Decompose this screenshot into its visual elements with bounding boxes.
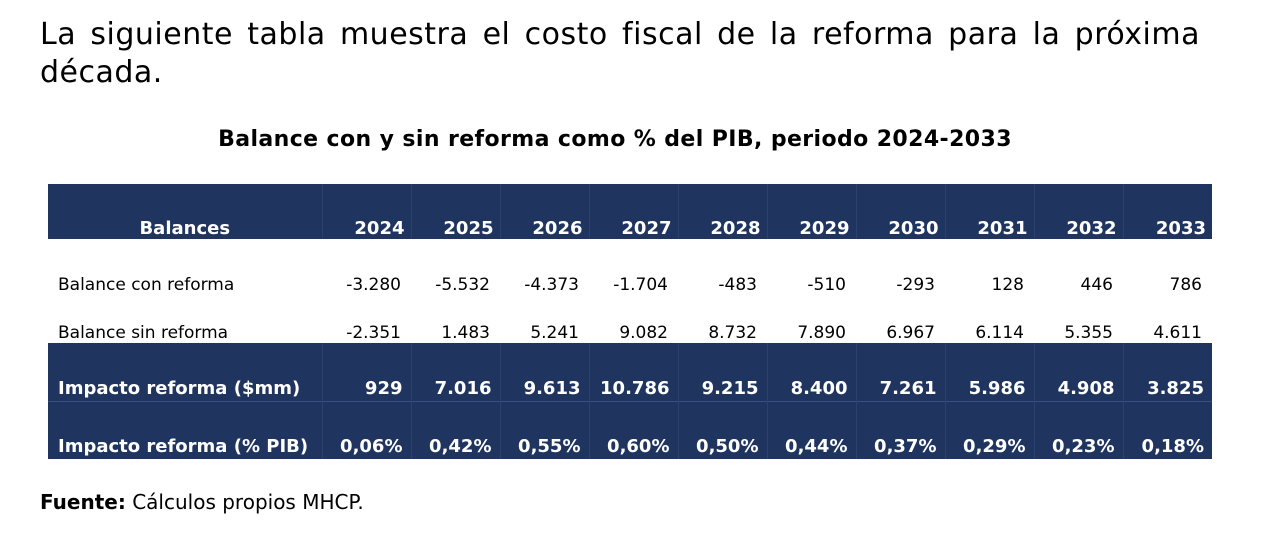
table-row-impacto-mm: Impacto reforma ($mm) 929 7.016 9.613 10… (48, 343, 1212, 402)
header-year: 2030 (855, 184, 945, 239)
table-cell: 5.986 (944, 343, 1034, 402)
table-cell: 6.114 (945, 295, 1034, 343)
header-year: 2024 (321, 184, 411, 239)
table-cell: -2.351 (322, 295, 411, 343)
source-text: Cálculos propios MHCP. (132, 490, 364, 514)
table-cell: -4.373 (500, 247, 589, 295)
table-cell: 0,55% (499, 401, 589, 459)
table-cell: 446 (1034, 247, 1123, 295)
table-cell: 0,60% (588, 401, 678, 459)
table-header-row: Balances 2024 2025 2026 2027 2028 2029 2… (48, 184, 1212, 239)
table-cell: 8.732 (678, 295, 767, 343)
table-cell: 9.613 (499, 343, 589, 402)
table-cell: 9.215 (677, 343, 767, 402)
table-cell: 929 (321, 343, 411, 402)
header-year: 2026 (499, 184, 589, 239)
table-row-impacto-pib: Impacto reforma (% PIB) 0,06% 0,42% 0,55… (48, 401, 1212, 459)
table-cell: 6.967 (856, 295, 945, 343)
table-cell: -510 (767, 247, 856, 295)
fiscal-balance-table: Balances 2024 2025 2026 2027 2028 2029 2… (48, 184, 1212, 459)
table-cell: 5.355 (1034, 295, 1123, 343)
header-year: 2031 (944, 184, 1034, 239)
table-cell: 3.825 (1122, 343, 1212, 402)
header-year: 2027 (588, 184, 678, 239)
table-cell: 7.261 (855, 343, 945, 402)
header-label-balances: Balances (48, 184, 322, 239)
table-row-balance-sin-reforma: Balance sin reforma -2.351 1.483 5.241 9… (48, 295, 1212, 343)
header-year: 2032 (1033, 184, 1123, 239)
row-label: Impacto reforma ($mm) (48, 343, 322, 402)
table-cell: 7.016 (410, 343, 500, 402)
table-cell: 1.483 (411, 295, 500, 343)
table-cell: 5.241 (500, 295, 589, 343)
table-cell: 0,50% (677, 401, 767, 459)
source-note: Fuente: Cálculos propios MHCP. (40, 490, 364, 514)
row-label: Impacto reforma (% PIB) (48, 401, 322, 459)
header-year: 2028 (677, 184, 767, 239)
table-cell: 4.908 (1033, 343, 1123, 402)
table-cell: 0,37% (855, 401, 945, 459)
table-cell: -483 (678, 247, 767, 295)
header-year: 2033 (1122, 184, 1212, 239)
table-row-balance-con-reforma: Balance con reforma -3.280 -5.532 -4.373… (48, 247, 1212, 295)
table-cell: 0,44% (766, 401, 856, 459)
table-cell: 0,06% (321, 401, 411, 459)
table-title: Balance con y sin reforma como % del PIB… (218, 127, 1012, 152)
table-cell: 0,42% (410, 401, 500, 459)
source-label: Fuente: (40, 490, 126, 514)
row-label: Balance sin reforma (48, 295, 322, 343)
table-cell: 7.890 (767, 295, 856, 343)
table-cell: 9.082 (589, 295, 678, 343)
table-cell: 0,18% (1122, 401, 1212, 459)
header-year: 2025 (410, 184, 500, 239)
table-cell: 0,29% (944, 401, 1034, 459)
table-cell: -5.532 (411, 247, 500, 295)
table-cell: 786 (1123, 247, 1212, 295)
table-cell: 4.611 (1123, 295, 1212, 343)
header-year: 2029 (766, 184, 856, 239)
table-cell: 10.786 (588, 343, 678, 402)
table-cell: -293 (856, 247, 945, 295)
table-cell: 128 (945, 247, 1034, 295)
table-cell: -1.704 (589, 247, 678, 295)
intro-paragraph: La siguiente tabla muestra el costo fisc… (40, 17, 1200, 90)
table-cell: -3.280 (322, 247, 411, 295)
row-label: Balance con reforma (48, 247, 322, 295)
table-cell: 0,23% (1033, 401, 1123, 459)
table-cell: 8.400 (766, 343, 856, 402)
